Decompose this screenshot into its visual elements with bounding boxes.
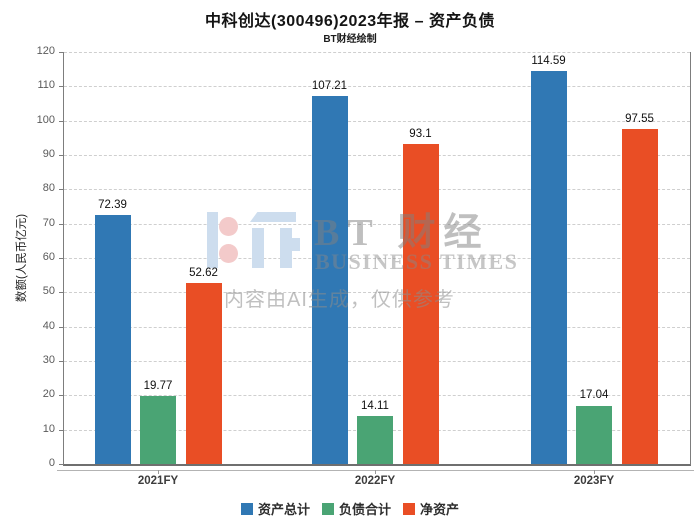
legend: 资产总计 负债合计 净资产 <box>0 499 700 518</box>
bt-logo-leg <box>280 228 292 268</box>
x-tick-mark <box>594 470 595 474</box>
x-tick-mark <box>158 470 159 474</box>
y-tick-label: 30 <box>42 354 55 366</box>
y-tick-mark <box>59 429 63 431</box>
gridline <box>64 120 690 122</box>
bar <box>185 283 222 464</box>
bar <box>402 144 439 464</box>
y-tick-mark <box>59 120 63 122</box>
legend-swatch <box>403 502 415 515</box>
y-tick-label: 110 <box>37 79 55 92</box>
gridline <box>64 258 690 259</box>
x-tick-mark <box>375 470 376 474</box>
gridline <box>64 86 690 88</box>
y-tick-label: 90 <box>42 148 55 160</box>
bar-value-label: 52.62 <box>189 267 218 280</box>
y-tick-mark <box>59 155 63 156</box>
y-tick-mark <box>59 326 63 328</box>
bt-logo-icon <box>207 212 302 268</box>
bar-value-label: 114.59 <box>531 54 566 67</box>
bar <box>357 415 393 464</box>
watermark-brand-en: BUSINESS TIMES <box>315 249 519 274</box>
bar-value-label: 107.21 <box>311 79 348 92</box>
y-tick-mark <box>59 52 63 53</box>
plot-area: BT 财经 BUSINESS TIMES 内容由AI生成，仅供参考 72.39 1… <box>63 52 691 466</box>
legend-item: 负债合计 <box>321 499 391 518</box>
y-tick-label: 10 <box>42 422 55 435</box>
gridline <box>64 189 690 191</box>
y-tick-label: 70 <box>42 216 55 229</box>
y-tick-label: 40 <box>42 319 55 332</box>
watermark-brand-cn: BT 财经 <box>314 212 490 254</box>
bar <box>311 95 348 464</box>
gridline <box>64 326 690 328</box>
bar <box>621 129 658 464</box>
y-tick-label: 60 <box>42 251 55 263</box>
legend-item: 资产总计 <box>240 499 310 518</box>
gridline <box>64 223 690 225</box>
chart-subtitle: BT财经绘制 <box>323 34 377 45</box>
legend-item: 净资产 <box>403 499 459 518</box>
bt-logo-bar <box>207 212 218 268</box>
chart-title: 中科创达(300496)2023年报 – 资产负债 <box>205 13 495 30</box>
y-tick-mark <box>59 464 63 465</box>
bar-value-label: 72.39 <box>98 199 127 212</box>
legend-label: 资产总计 <box>257 502 310 517</box>
bt-logo-dot <box>219 217 238 236</box>
gridline <box>64 155 690 156</box>
y-tick-label: 120 <box>36 45 55 57</box>
y-tick-mark <box>59 361 63 362</box>
y-tick-label: 100 <box>36 113 55 126</box>
bar <box>94 215 131 464</box>
bar <box>530 70 567 464</box>
legend-label: 负债合计 <box>338 502 391 517</box>
y-tick-mark <box>59 189 63 191</box>
bar-value-label: 19.77 <box>143 380 173 393</box>
bar-value-label: 97.55 <box>625 113 654 126</box>
y-tick-label: 20 <box>42 388 55 401</box>
y-tick-mark <box>59 86 63 88</box>
watermark-disclaimer: 内容由AI生成，仅供参考 <box>224 289 455 311</box>
x-tick-label: 2022FY <box>354 475 396 487</box>
y-tick-mark <box>59 292 63 294</box>
bt-logo-dot <box>219 244 238 263</box>
legend-swatch <box>321 502 334 515</box>
bt-logo-nub <box>292 238 300 251</box>
y-tick-label: 50 <box>42 285 55 298</box>
bt-logo-leg <box>252 228 264 268</box>
gridline <box>64 52 690 53</box>
bt-logo-topbar <box>250 212 296 222</box>
x-tick-label: 2021FY <box>137 475 179 487</box>
bar-value-label: 14.11 <box>361 399 389 412</box>
y-tick-label: 80 <box>42 182 55 195</box>
bar <box>576 405 612 464</box>
gridline <box>64 395 690 397</box>
gridline <box>64 361 690 362</box>
bar-value-label: 17.04 <box>579 389 609 402</box>
bar-value-label: 93.1 <box>409 128 432 141</box>
y-tick-mark <box>59 258 63 259</box>
legend-swatch <box>240 502 253 515</box>
bar <box>140 396 176 464</box>
x-tick-label: 2023FY <box>573 475 615 487</box>
legend-label: 净资产 <box>420 502 460 517</box>
gridline <box>64 292 690 294</box>
y-tick-label: 0 <box>48 457 55 469</box>
y-tick-mark <box>59 223 63 225</box>
y-tick-mark <box>59 395 63 397</box>
